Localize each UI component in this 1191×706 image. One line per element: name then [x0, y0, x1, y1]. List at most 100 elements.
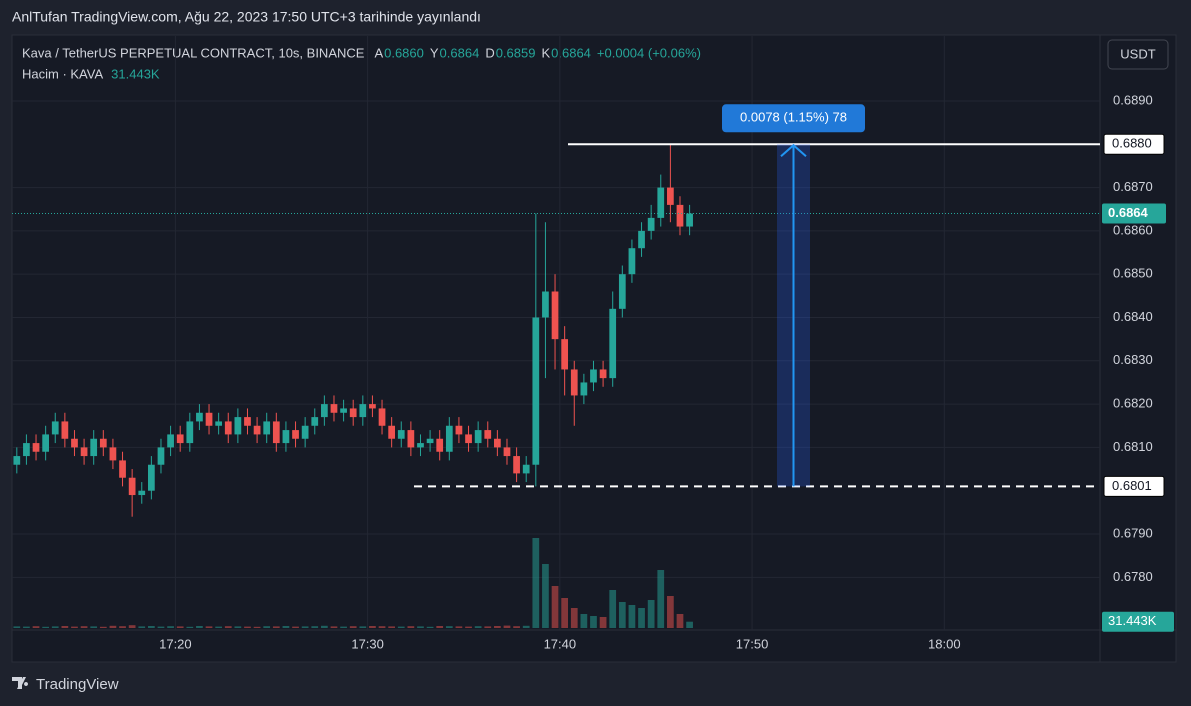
ohlc-label: K	[541, 45, 550, 60]
volume-bar	[215, 626, 223, 628]
volume-bar	[686, 621, 693, 628]
ohlc-value: 0.6864	[440, 45, 480, 60]
volume-bar	[417, 626, 424, 628]
y-tick-label: 0.6830	[1113, 352, 1153, 367]
candle-body	[340, 408, 347, 413]
measure-price-tag	[1103, 475, 1165, 497]
candle-body	[224, 421, 232, 435]
candle-body	[272, 421, 280, 444]
volume-bar	[109, 625, 117, 628]
y-tick-label: 0.6850	[1113, 266, 1153, 281]
candle-body	[417, 443, 424, 448]
volume-bar	[51, 626, 59, 628]
candle-body	[513, 456, 520, 474]
currency-label[interactable]: USDT	[1120, 46, 1155, 61]
volume-bar	[90, 626, 98, 628]
volume-bar	[532, 538, 540, 628]
candle-body	[128, 477, 136, 496]
volume-bar	[503, 625, 511, 628]
volume-bar	[618, 602, 626, 628]
candle-body	[638, 230, 645, 249]
volume-bar	[128, 625, 136, 628]
candle-body	[484, 430, 492, 439]
candle-body	[80, 447, 88, 457]
x-tick-label: 17:40	[544, 636, 577, 651]
candle-body	[23, 443, 30, 457]
volume-bar	[590, 616, 597, 628]
last-price-tag	[1102, 203, 1166, 224]
candle-body	[244, 417, 251, 426]
volume-bar	[292, 626, 299, 628]
volume-bar	[436, 626, 444, 628]
candle-body	[359, 404, 367, 418]
volume-bar	[272, 626, 280, 628]
volume-bar	[638, 608, 645, 628]
volume-bar	[282, 626, 290, 628]
volume-bar	[349, 626, 357, 628]
volume-bar	[263, 626, 271, 628]
candle-body	[234, 417, 242, 435]
volume-bar	[628, 605, 636, 628]
candle-body	[148, 464, 155, 491]
volume	[13, 538, 693, 628]
candle-body	[32, 443, 40, 452]
volume-bar	[445, 626, 453, 628]
volume-value: 31.443K	[111, 66, 160, 81]
candle-body	[253, 425, 261, 435]
measure-label-bg	[722, 104, 865, 133]
candle-body	[455, 425, 463, 435]
y-tick-label: 0.6870	[1113, 179, 1153, 194]
volume-bar	[71, 626, 78, 628]
volume-bar	[321, 625, 328, 628]
candle-body	[609, 308, 617, 379]
ohlc-value: 0.6864	[551, 45, 591, 60]
volume-bar	[465, 626, 472, 628]
candle-body	[599, 369, 607, 379]
measure-price-label: 0.6880	[1112, 136, 1152, 151]
candle-body	[99, 438, 107, 448]
candle-body	[186, 421, 194, 444]
candle-body	[676, 204, 684, 227]
candle-body	[388, 425, 396, 439]
y-tick-label: 0.6810	[1113, 439, 1153, 454]
candle-body	[215, 421, 223, 426]
candle-body	[301, 425, 309, 439]
logo-text: TradingView	[36, 676, 119, 693]
volume-bar	[186, 626, 194, 628]
candle-body	[330, 404, 338, 413]
candle-body	[42, 434, 50, 452]
candle-body	[657, 187, 665, 218]
candle-body	[349, 408, 357, 418]
x-tick-label: 17:50	[736, 636, 769, 651]
candle-body	[138, 490, 146, 496]
volume-bar	[301, 626, 309, 628]
candle-body	[157, 447, 165, 465]
y-tick-label: 0.6860	[1113, 222, 1153, 237]
currency-button[interactable]	[1107, 39, 1169, 70]
candle-body	[13, 456, 21, 465]
ohlc-label: Y	[430, 45, 439, 60]
y-tick-label: 0.6840	[1113, 309, 1153, 324]
volume-bar	[61, 626, 69, 628]
y-tick-label: 0.6890	[1113, 92, 1153, 107]
volume-bar	[494, 626, 501, 628]
volume-bar	[176, 626, 184, 628]
candle-body	[580, 382, 588, 396]
candle-body	[436, 438, 444, 452]
volume-bar	[647, 600, 655, 628]
candle-body	[647, 217, 655, 231]
volume-bar	[388, 626, 396, 628]
volume-bar	[359, 626, 367, 628]
volume-bar	[599, 617, 607, 628]
volume-bar	[407, 626, 415, 628]
candle-body	[196, 412, 203, 422]
measure-label: 0.0078 (1.15%) 78	[740, 110, 847, 125]
measure-arrow-head	[780, 143, 807, 158]
legend: Kava / TetherUS PERPETUAL CONTRACT, 10s,…	[22, 45, 701, 81]
volume-bar	[551, 586, 559, 628]
volume-bar	[119, 626, 126, 628]
volume-bar	[138, 626, 146, 628]
volume-bar	[426, 626, 434, 628]
candle-body	[618, 274, 626, 309]
